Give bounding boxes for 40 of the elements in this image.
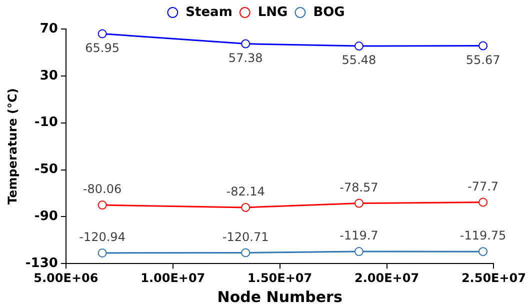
point [98, 248, 107, 258]
data-label: -119.75 [460, 228, 506, 243]
point [478, 41, 488, 50]
data-label: 57.38 [228, 50, 263, 65]
data-label: -120.94 [79, 230, 126, 244]
x-tick-label: 1.50E+07 [248, 270, 312, 285]
data-label: -119.7 [340, 228, 378, 243]
point [354, 247, 364, 256]
data-label: -80.06 [82, 182, 122, 196]
y-tick-label: 30 [40, 68, 58, 84]
point [241, 202, 250, 212]
legend-label: LNG [258, 4, 288, 20]
y-tick-label: -90 [34, 209, 58, 224]
y-axis-title: Temperature (°C) [5, 88, 20, 204]
y-tick-label: 70 [40, 21, 58, 36]
legend-label: BOG [313, 4, 345, 20]
y-tick-label: -10 [34, 115, 58, 130]
data-label: -120.71 [222, 230, 269, 244]
x-axis-title: Node Numbers [217, 288, 342, 306]
point [241, 248, 250, 258]
legend-label: Steam [186, 4, 232, 20]
point [354, 198, 364, 208]
data-label: 55.67 [466, 52, 500, 67]
data-label: 55.48 [342, 53, 376, 68]
point [98, 29, 107, 38]
point [354, 42, 364, 51]
x-tick-label: 1.00E+07 [140, 270, 206, 285]
point [241, 39, 250, 48]
data-label: -77.7 [467, 179, 499, 194]
point [478, 247, 488, 256]
point [478, 198, 488, 207]
data-label: -82.14 [226, 184, 265, 199]
y-tick-label: -50 [34, 162, 58, 178]
data-label: -78.57 [340, 180, 378, 194]
point [98, 200, 107, 210]
x-tick-label: 2.00E+07 [354, 270, 420, 285]
y-tick-label: -130 [25, 256, 58, 271]
x-tick-label: 5.00E+06 [34, 270, 98, 285]
data-label: 65.95 [85, 40, 120, 55]
x-tick-label: 2.50E+07 [461, 270, 526, 285]
